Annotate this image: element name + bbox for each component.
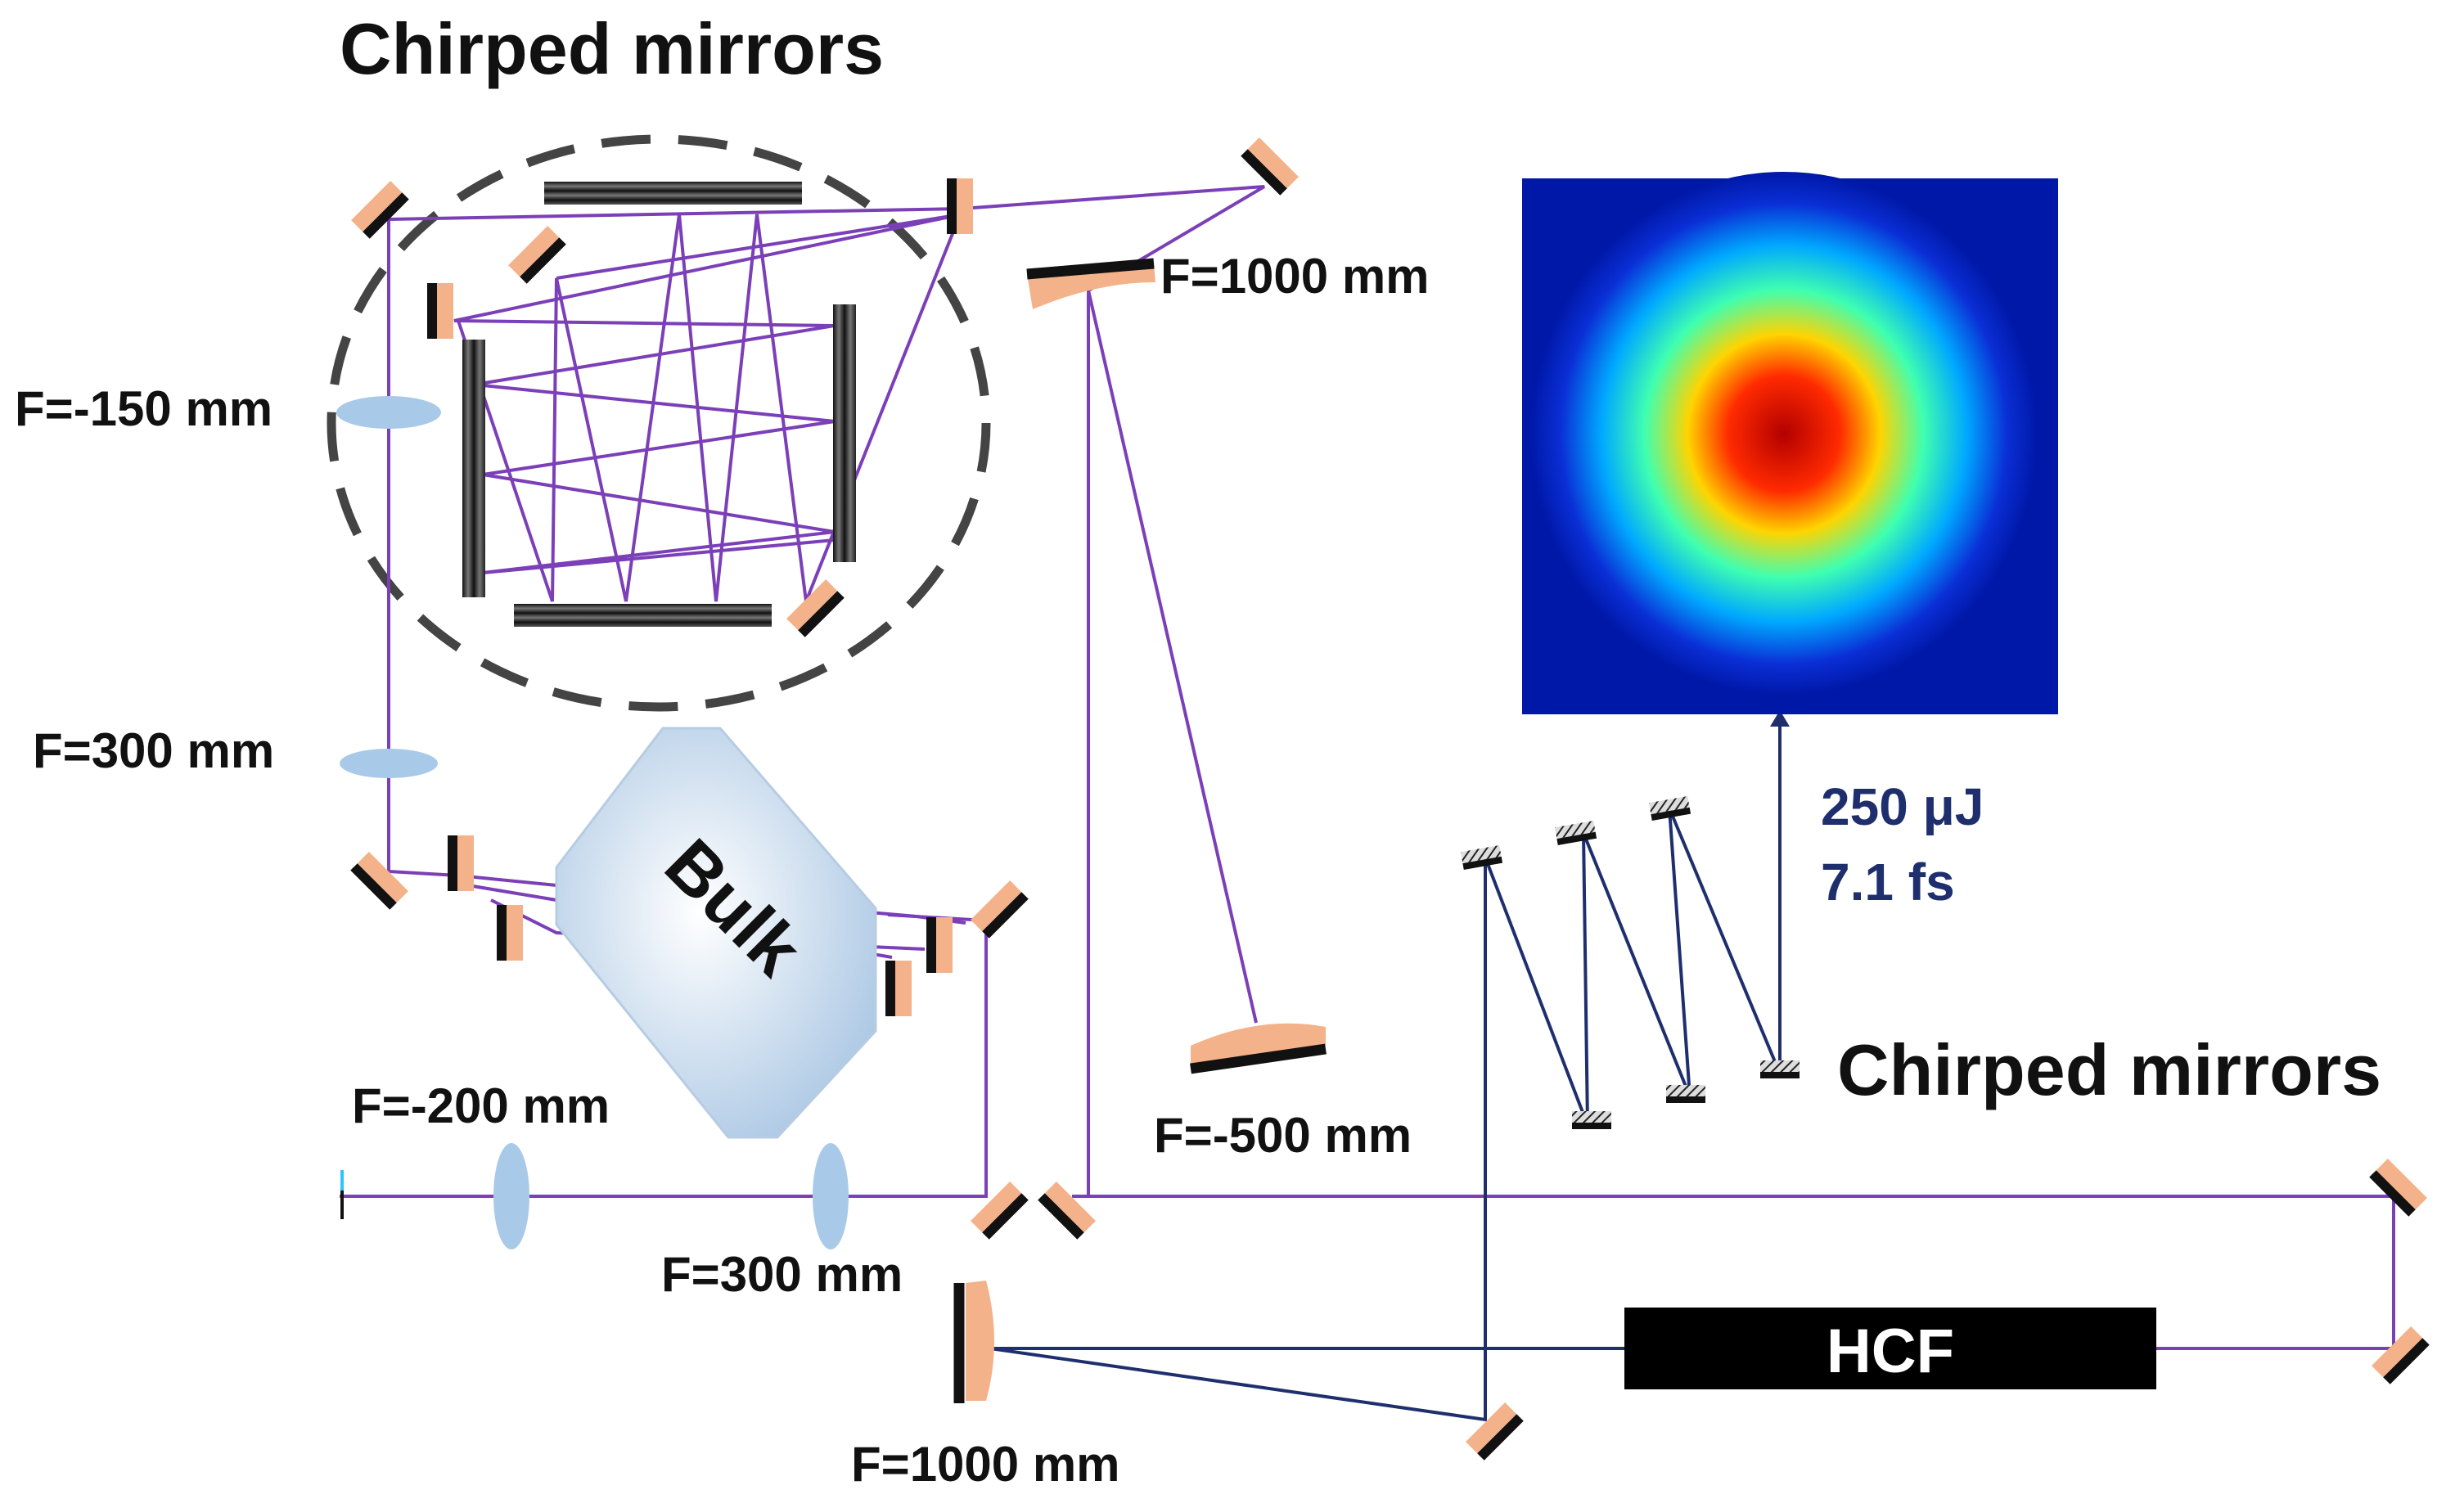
chirped-mirror-left	[462, 340, 485, 597]
flat-mirror-icon	[885, 961, 912, 1016]
flat-mirror-icon	[1466, 1402, 1524, 1461]
output-duration: 7.1 fs	[1821, 853, 1955, 912]
curved-mirror-icon	[1190, 1023, 1327, 1074]
flat-mirror-icon	[2372, 1326, 2430, 1384]
flat-mirror-icon	[1554, 820, 1597, 845]
output-energy: 250 μJ	[1821, 777, 1984, 836]
beam-profile-image	[1522, 172, 2058, 714]
flat-mirror-icon	[1666, 1085, 1705, 1103]
label-f-neg150: F=-150 mm	[15, 381, 273, 436]
output-arrow-head	[1770, 710, 1790, 727]
flat-mirror-icon	[448, 835, 474, 891]
curved-mirror-icon	[953, 1281, 994, 1403]
flat-mirror-icon	[497, 905, 523, 961]
label-f-neg200: F=-200 mm	[352, 1078, 610, 1133]
flat-mirror-icon	[971, 880, 1029, 939]
output-chirped-mirrors	[1460, 795, 1800, 1129]
flat-mirror-icon	[971, 1182, 1029, 1240]
label-f-300-bottom: F=300 mm	[661, 1247, 903, 1302]
lens-icon	[813, 1143, 849, 1249]
hcf-label: HCF	[1827, 1317, 1954, 1386]
beam-path-navy	[989, 727, 1782, 1422]
curved-mirror-icon	[1026, 258, 1155, 309]
flat-mirror-icon	[1241, 137, 1299, 196]
hollow-core-fiber	[1624, 1308, 2156, 1389]
lens-icon	[493, 1143, 529, 1249]
chirped-mirrors-title-right: Chirped mirrors	[1837, 1029, 2381, 1110]
flat-mirror-icon	[1760, 1060, 1800, 1078]
bulk-crystal	[555, 727, 877, 1139]
flat-mirror-icon	[1648, 795, 1691, 821]
lens-icon	[336, 396, 441, 429]
flat-mirror-icon	[508, 226, 566, 284]
chirped-mirror-right	[833, 304, 856, 562]
chirped-mirrors-title-top: Chirped mirrors	[340, 8, 884, 89]
flat-mirror-icon	[427, 283, 453, 339]
flat-mirrors	[350, 137, 2430, 1461]
lens-icon	[340, 749, 438, 778]
chirped-mirror-bars	[462, 182, 856, 627]
flat-mirror-icon	[351, 181, 409, 239]
chirped-mirror-region-outline	[327, 134, 991, 712]
flat-mirror-icon	[1460, 844, 1503, 870]
chirped-mirror-bottom	[514, 604, 772, 627]
label-f-1000-top: F=1000 mm	[1160, 249, 1430, 304]
lenses	[336, 396, 849, 1249]
flat-mirror-icon	[350, 852, 408, 910]
flat-mirror-icon	[786, 579, 845, 637]
flat-mirror-icon	[947, 178, 973, 234]
label-f-300-left: F=300 mm	[33, 723, 274, 778]
label-f-neg500: F=-500 mm	[1154, 1108, 1412, 1163]
flat-mirror-icon	[2369, 1159, 2427, 1217]
flat-mirror-icon	[1572, 1111, 1611, 1129]
chirped-mirror-top	[544, 182, 802, 205]
flat-mirror-icon	[1038, 1182, 1096, 1240]
flat-mirror-icon	[926, 917, 953, 973]
label-f-1000-bottom: F=1000 mm	[851, 1437, 1120, 1492]
